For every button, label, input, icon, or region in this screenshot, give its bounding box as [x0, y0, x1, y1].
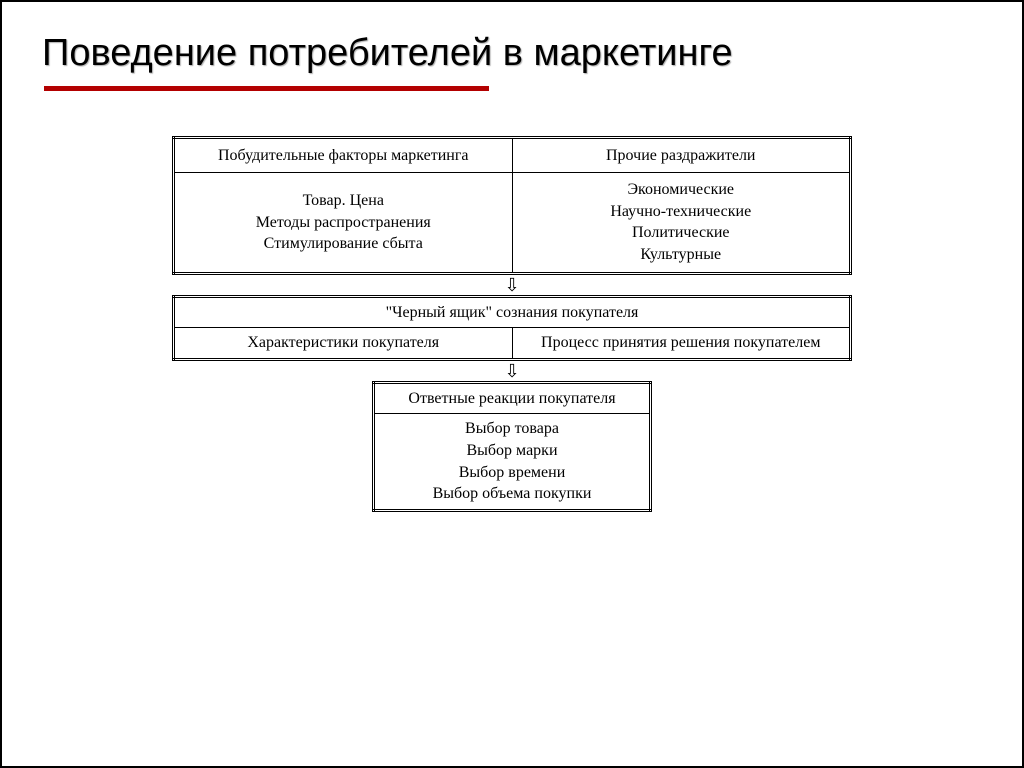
box2-header: "Черный ящик" сознания покупателя: [174, 296, 851, 328]
arrow-down-icon: ⇩: [504, 361, 519, 381]
box1-header-right: Прочие раздражители: [512, 137, 851, 173]
flow-diagram: Побудительные факторы маркетинга Прочие …: [42, 136, 982, 512]
page-title: Поведение потребителей в маркетинге: [42, 32, 982, 76]
box-blackbox: "Черный ящик" сознания покупателя Характ…: [172, 295, 852, 361]
box1-body-right: ЭкономическиеНаучно-техническиеПолитичес…: [512, 173, 851, 273]
box-responses: Ответные реакции покупателя Выбор товара…: [372, 381, 652, 512]
arrow-down-icon: ⇩: [504, 275, 519, 295]
box2-right: Процесс принятия решения покупателем: [512, 328, 851, 360]
box1-header-left: Побудительные факторы маркетинга: [174, 137, 513, 173]
box-stimuli: Побудительные факторы маркетинга Прочие …: [172, 136, 852, 275]
title-underline: [44, 86, 489, 91]
box2-left: Характеристики покупателя: [174, 328, 513, 360]
box1-body-left: Товар. ЦенаМетоды распространенияСтимули…: [174, 173, 513, 273]
box3-header: Ответные реакции покупателя: [374, 382, 651, 414]
box3-body: Выбор товараВыбор маркиВыбор времениВыбо…: [374, 414, 651, 510]
